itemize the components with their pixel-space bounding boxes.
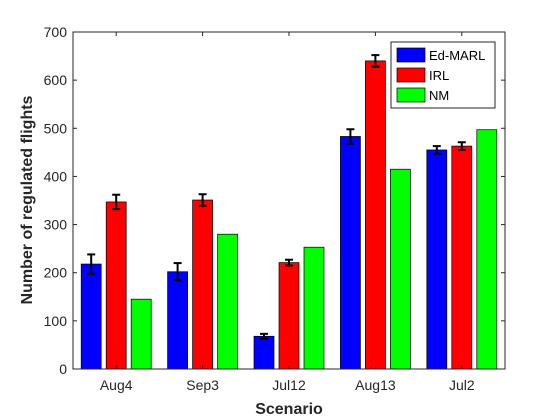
error-bar-irl-jul12: [285, 258, 293, 267]
bar-nm-jul12: [303, 246, 325, 370]
y-tick-label: 500: [44, 120, 68, 136]
plot-frame: [72, 31, 506, 370]
legend-label: Ed-MARL: [429, 48, 485, 63]
legend-item-ed-marl: Ed-MARL: [396, 47, 485, 63]
x-ticks-group: Aug4 Sep3 Jul12 Aug13 Jul2: [100, 32, 475, 393]
bar-irl-jul2: [451, 145, 473, 370]
x-tick-label: Aug13: [355, 377, 396, 393]
legend-swatch: [396, 47, 426, 63]
bar-irl-jul12: [278, 262, 300, 370]
error-bar-ed-marl-sep3: [173, 262, 182, 282]
y-tick-label: 700: [44, 24, 68, 40]
bar-ed-marl-aug13: [340, 136, 361, 370]
legend: Ed-MARL IRL NM: [390, 41, 496, 109]
legend-swatch: [396, 67, 426, 83]
bar-irl-sep3: [192, 199, 213, 370]
error-bar-ed-marl-jul12: [260, 332, 268, 340]
bar-irl-aug13: [365, 60, 386, 370]
bar-nm-aug13: [390, 168, 411, 370]
error-bar-irl-aug13: [371, 54, 380, 68]
y-tick-label: 300: [44, 217, 68, 233]
error-bar-irl-sep3: [198, 193, 207, 207]
x-tick-label: Sep3: [186, 377, 219, 393]
bar-irl-aug4: [105, 201, 127, 370]
error-bar-irl-aug4: [112, 193, 121, 211]
error-bars-group: [87, 54, 466, 340]
bar-nm-sep3: [217, 233, 238, 370]
bar-nm-aug4: [130, 298, 152, 370]
legend-swatch: [396, 87, 426, 103]
y-tick-label: 400: [44, 168, 68, 184]
bars-group: [80, 60, 498, 370]
bar-nm-jul2: [476, 129, 498, 370]
x-tick-label: Jul12: [272, 377, 306, 393]
legend-item-nm: NM: [396, 87, 449, 103]
legend-item-irl: IRL: [396, 67, 449, 83]
x-tick-label: Aug4: [100, 377, 133, 393]
y-tick-label: 100: [44, 313, 68, 329]
legend-label: NM: [429, 88, 449, 103]
x-tick-label: Jul2: [449, 377, 475, 393]
y-axis-label: Number of regulated flights: [19, 95, 36, 304]
bar-ed-marl-jul12: [253, 335, 275, 370]
y-tick-label: 600: [44, 72, 68, 88]
y-tick-label: 0: [59, 361, 67, 377]
x-axis-label: Scenario: [255, 401, 323, 418]
error-bar-ed-marl-aug4: [87, 253, 96, 275]
legend-label: IRL: [429, 68, 449, 83]
bar-ed-marl-jul2: [426, 149, 448, 370]
bar-ed-marl-aug4: [80, 263, 102, 370]
error-bar-ed-marl-jul2: [432, 145, 441, 155]
y-tick-label: 200: [44, 265, 68, 281]
error-bar-ed-marl-aug13: [346, 128, 355, 145]
bar-ed-marl-sep3: [167, 271, 188, 370]
error-bar-irl-jul2: [457, 141, 466, 151]
y-ticks-group: 0 100 200 300 400 500 600 700: [44, 24, 505, 377]
